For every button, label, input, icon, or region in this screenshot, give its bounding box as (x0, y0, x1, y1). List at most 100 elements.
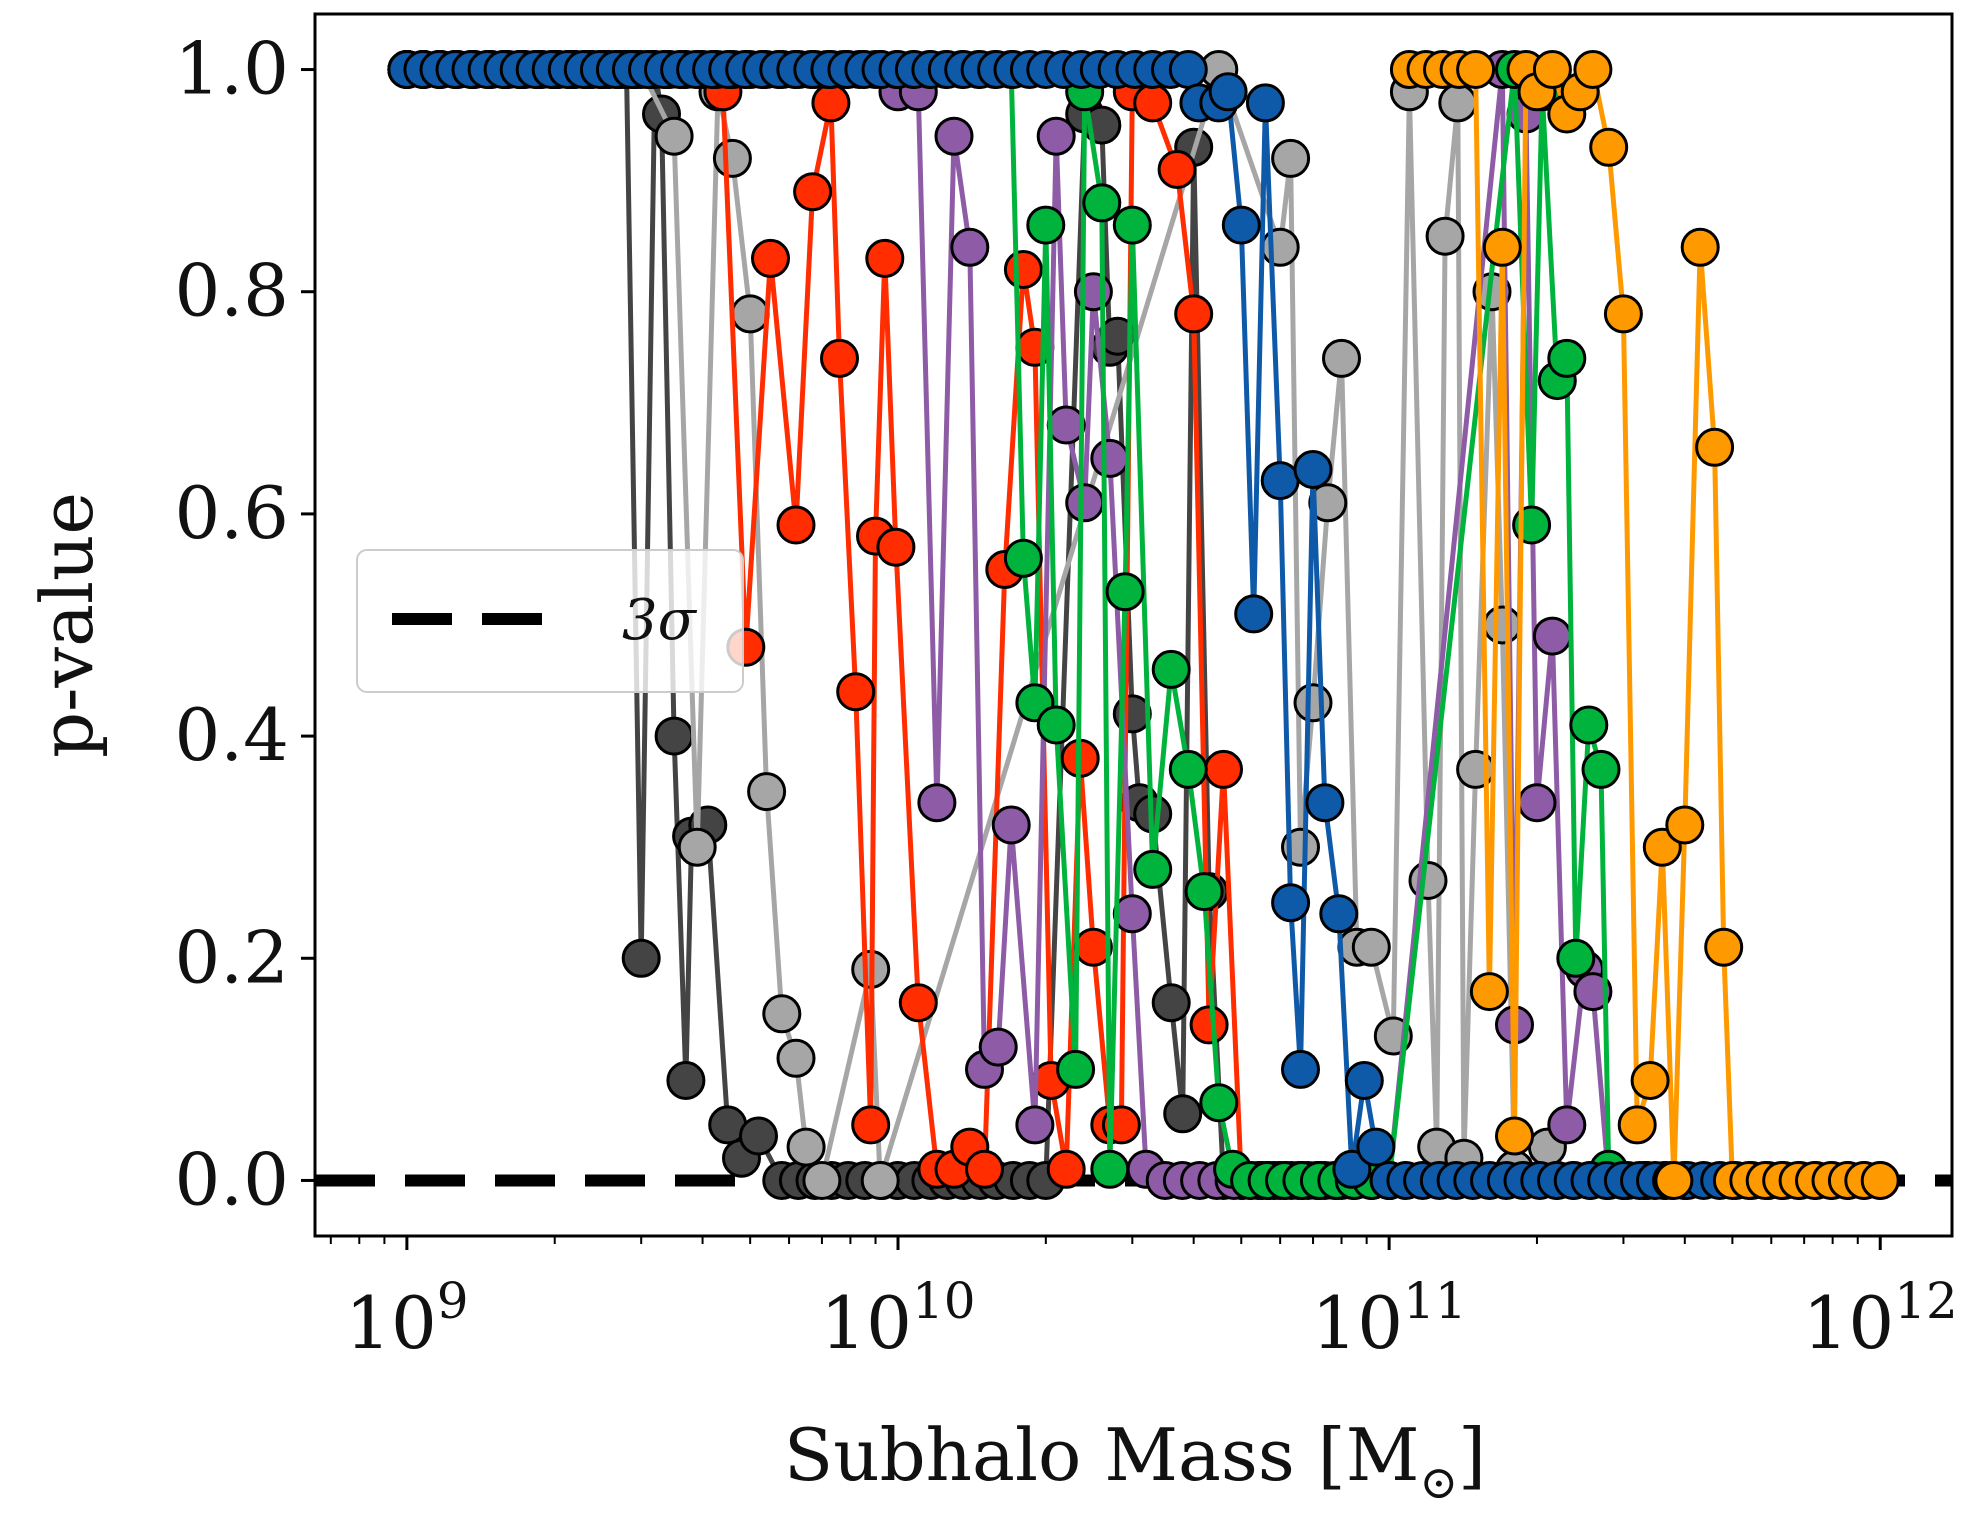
data-point (1569, 705, 1609, 745)
data-point (793, 172, 833, 212)
data-point (1036, 116, 1076, 156)
y-tick-label: 0.4 (174, 693, 289, 777)
data-layer (315, 50, 1952, 1200)
data-point (1704, 927, 1744, 967)
data-point (1271, 883, 1311, 923)
legend: 3σ (356, 549, 744, 693)
data-point (1271, 138, 1311, 178)
data-point (1665, 805, 1705, 845)
data-point (1589, 127, 1629, 167)
data-point (1082, 183, 1122, 223)
data-point (1532, 50, 1572, 89)
data-point (991, 805, 1031, 845)
data-point (1151, 983, 1191, 1023)
data-point (776, 505, 816, 545)
x-tick-label: 1011 (1311, 1272, 1466, 1365)
plot-frame (313, 12, 1954, 1238)
data-point (978, 1027, 1018, 1067)
data-point (747, 772, 787, 812)
data-point (654, 116, 694, 156)
data-point (1630, 1061, 1670, 1100)
data-point (1168, 749, 1208, 789)
data-point (1351, 927, 1391, 967)
data-point (1003, 250, 1043, 289)
x-axis-title-main: Subhalo Mass [M (784, 1413, 1420, 1497)
data-point (1695, 427, 1735, 467)
legend-box (356, 549, 744, 693)
data-point (677, 827, 717, 867)
data-point (860, 1161, 900, 1200)
data-point (1293, 683, 1333, 723)
data-point (876, 527, 916, 567)
series-6 (1389, 50, 1900, 1200)
data-point (820, 338, 859, 378)
data-point (1581, 749, 1621, 789)
data-point (1654, 1161, 1694, 1200)
data-point (1482, 227, 1522, 267)
data-point (1408, 861, 1448, 900)
data-point (1065, 483, 1105, 523)
x-axis-title-close: ] (1458, 1413, 1486, 1497)
data-point (730, 294, 770, 334)
data-point (1322, 338, 1361, 378)
data-point (1168, 50, 1208, 89)
y-tick-label: 0.8 (174, 249, 289, 333)
data-point (1332, 1149, 1372, 1189)
data-point (1482, 605, 1522, 645)
data-point (1151, 649, 1191, 689)
data-point (1174, 294, 1214, 334)
data-point (1517, 783, 1557, 823)
data-point (712, 138, 752, 178)
data-point (934, 116, 974, 156)
data-point (950, 227, 990, 267)
data-point (1036, 705, 1076, 745)
data-point (1015, 1105, 1055, 1145)
data-point (1603, 294, 1643, 334)
axes: 0.0 0.2 0.4 0.6 0.8 1.0 109 1010 1011 1012 (174, 27, 1957, 1365)
data-point (786, 1127, 826, 1167)
data-point (1112, 894, 1152, 934)
data-point (1090, 438, 1130, 478)
x-tick-label: 1010 (820, 1272, 975, 1365)
data-point (1208, 72, 1248, 112)
data-point (1056, 1049, 1096, 1089)
data-point (1308, 483, 1348, 523)
data-point (1046, 405, 1086, 445)
data-point (851, 1105, 891, 1145)
data-point (1293, 450, 1333, 489)
data-point (1105, 572, 1145, 612)
data-point (898, 983, 938, 1023)
data-point (1573, 972, 1613, 1012)
data-point (1112, 205, 1152, 245)
data-point (1617, 1105, 1657, 1145)
y-tick-label: 0.2 (174, 915, 289, 999)
data-point (965, 1149, 1004, 1189)
data-point (1260, 461, 1300, 501)
data-point (1438, 83, 1478, 123)
y-tick-label: 0.0 (174, 1137, 289, 1221)
data-point (1157, 150, 1197, 189)
y-tick-label: 0.6 (174, 471, 289, 555)
data-point (811, 83, 851, 123)
data-point (776, 1038, 816, 1078)
y-tick-label: 1.0 (174, 27, 289, 111)
data-point (1199, 1083, 1239, 1123)
data-point (1260, 227, 1300, 267)
x-axis-title: Subhalo Mass [M⊙] (784, 1413, 1486, 1509)
x-tick-label: 1012 (1803, 1272, 1958, 1365)
data-point (1425, 216, 1465, 256)
data-point (739, 1116, 778, 1156)
data-point (1305, 783, 1345, 823)
data-point (1003, 538, 1043, 578)
data-point (1245, 83, 1285, 123)
data-point (1090, 1149, 1130, 1189)
data-point (762, 994, 802, 1034)
data-point (865, 238, 905, 278)
data-point (1456, 50, 1496, 89)
x-axis-title-sub: ⊙ (1419, 1455, 1458, 1509)
data-point (1532, 616, 1572, 656)
data-point (1356, 1127, 1396, 1167)
data-point (1281, 1049, 1320, 1089)
data-point (666, 1061, 706, 1100)
